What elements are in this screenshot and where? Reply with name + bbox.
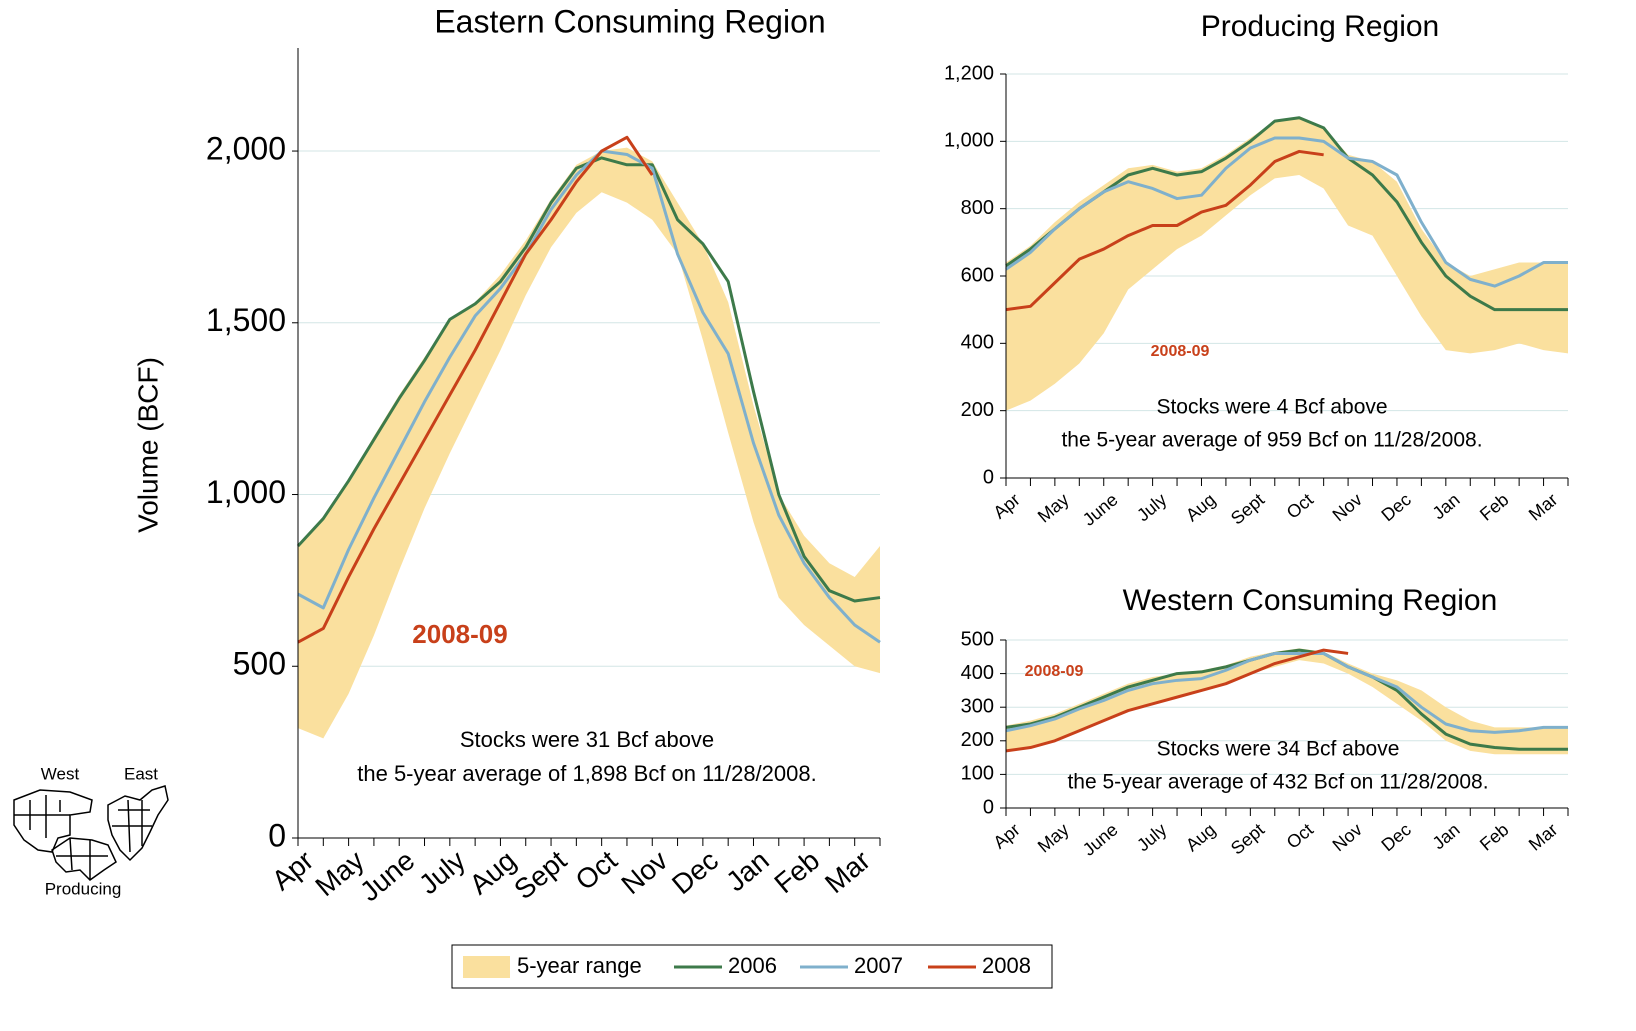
chart-title: Eastern Consuming Region: [434, 3, 825, 39]
y-tick-label: 500: [233, 646, 286, 682]
x-tick-label: Mar: [819, 845, 876, 900]
x-tick-label: Aug: [1182, 489, 1219, 525]
y-tick-label: 0: [983, 796, 994, 818]
y-tick-label: 1,500: [206, 302, 286, 338]
x-tick-label: June: [1079, 489, 1122, 529]
x-tick-label: Sept: [1227, 819, 1268, 858]
x-tick-label: Oct: [1283, 819, 1317, 852]
chart-title: Producing Region: [1201, 10, 1440, 43]
range-area: [1006, 648, 1568, 755]
y-tick-label: 400: [961, 662, 994, 684]
y-tick-label: 500: [961, 628, 994, 650]
annotation: Stocks were 4 Bcf above: [1156, 396, 1387, 419]
annotation: the 5-year average of 959 Bcf on 11/28/2…: [1061, 429, 1482, 452]
y-tick-label: 200: [961, 399, 994, 421]
map-label: Producing: [45, 879, 122, 898]
y-tick-label: 1,000: [206, 474, 286, 510]
series-line: [1005, 648, 1568, 751]
state-lines: [112, 799, 152, 853]
y-tick-label: 0: [983, 466, 994, 488]
annotation: Stocks were 34 Bcf above: [1157, 738, 1400, 761]
map-label: East: [124, 764, 158, 783]
x-tick-label: Oct: [570, 844, 623, 896]
map-label: West: [41, 764, 80, 783]
x-tick-label: Apr: [990, 489, 1024, 522]
x-tick-label: Mar: [1525, 489, 1562, 524]
y-tick-label: 300: [961, 695, 994, 717]
x-tick-label: Nov: [615, 845, 673, 901]
x-tick-label: Dec: [1377, 819, 1414, 855]
east-region: [107, 785, 169, 862]
x-tick-label: Sept: [508, 844, 572, 905]
y-tick-label: 800: [961, 197, 994, 219]
series-line: [297, 135, 654, 644]
legend-swatch: [463, 956, 510, 978]
x-tick-label: May: [1034, 819, 1073, 856]
y-tick-label: 1,200: [944, 62, 994, 84]
x-tick-label: July: [1133, 819, 1170, 855]
x-tick-label: Feb: [768, 845, 825, 900]
legend-box: [451, 944, 1053, 989]
x-tick-label: Nov: [1329, 489, 1366, 525]
y-axis-label: Volume (BCF): [132, 357, 163, 533]
series-line: [1005, 651, 1568, 734]
series-annotation: 2008-09: [1025, 663, 1084, 680]
series-annotation: 2008-09: [412, 619, 507, 649]
y-tick-label: 2,000: [206, 130, 286, 166]
x-tick-label: Nov: [1329, 819, 1366, 855]
y-tick-label: 0: [268, 817, 286, 853]
x-tick-label: June: [354, 845, 420, 908]
x-tick-label: Dec: [666, 845, 724, 901]
producing-region: [51, 837, 117, 881]
x-tick-label: May: [309, 845, 369, 903]
x-tick-label: Jan: [1429, 489, 1464, 523]
x-tick-label: Jan: [720, 845, 775, 898]
x-tick-label: Dec: [1377, 489, 1414, 525]
range-area: [1006, 117, 1568, 411]
x-tick-label: Aug: [464, 845, 522, 901]
x-tick-label: Feb: [1476, 489, 1513, 524]
x-tick-label: Aug: [1182, 819, 1219, 855]
legend-label: 5-year range: [517, 953, 642, 978]
y-tick-label: 600: [961, 264, 994, 286]
x-tick-label: July: [413, 845, 471, 901]
legend-label: 2008: [982, 953, 1031, 978]
y-tick-label: 100: [961, 763, 994, 785]
series-annotation: 2008-09: [1151, 343, 1210, 360]
series-line: [297, 149, 881, 644]
chart-title: Western Consuming Region: [1123, 584, 1498, 617]
state-lines: [14, 795, 70, 838]
x-tick-label: Oct: [1283, 489, 1317, 522]
range-area: [298, 147, 880, 739]
x-tick-label: Mar: [1525, 819, 1562, 854]
annotation: the 5-year average of 1,898 Bcf on 11/28…: [357, 761, 816, 786]
state-lines: [56, 837, 108, 880]
x-tick-label: Sept: [1227, 489, 1268, 528]
y-tick-label: 400: [961, 332, 994, 354]
x-tick-label: July: [1133, 489, 1170, 525]
region-map: [13, 785, 169, 881]
y-tick-label: 200: [961, 729, 994, 751]
legend-label: 2006: [728, 953, 777, 978]
annotation: Stocks were 31 Bcf above: [460, 727, 714, 752]
series-line: [1005, 648, 1349, 753]
x-tick-label: Apr: [990, 819, 1024, 852]
y-tick-label: 1,000: [944, 130, 994, 152]
west-region: [13, 789, 93, 853]
legend-label: 2007: [854, 953, 903, 978]
series-line: [1005, 149, 1324, 312]
x-tick-label: May: [1034, 489, 1073, 526]
x-tick-label: June: [1079, 819, 1122, 859]
annotation: the 5-year average of 432 Bcf on 11/28/2…: [1067, 771, 1488, 794]
series-line: [1005, 136, 1568, 288]
x-tick-label: Feb: [1476, 819, 1513, 854]
x-tick-label: Jan: [1429, 819, 1464, 853]
